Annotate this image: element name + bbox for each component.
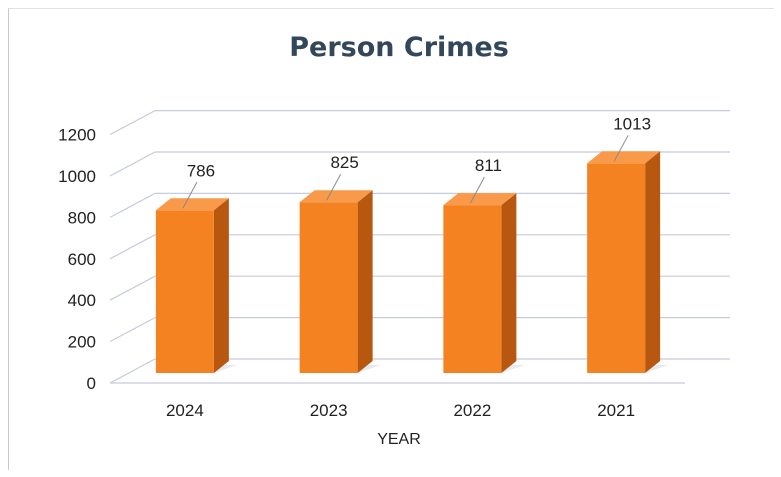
leader-line bbox=[326, 173, 342, 201]
gridline-side bbox=[109, 317, 156, 343]
bar-2023 bbox=[299, 190, 381, 373]
x-tick-label: 2023 bbox=[310, 401, 348, 420]
data-label: 1013 bbox=[613, 114, 651, 133]
y-axis-ticks: 0 200 400 600 800 1000 1200 bbox=[58, 126, 96, 393]
bar-side bbox=[213, 198, 229, 373]
chart-frame bbox=[8, 8, 774, 470]
y-tick-label: 400 bbox=[68, 291, 96, 310]
y-tick-label: 1200 bbox=[58, 126, 96, 145]
gridline-side bbox=[109, 110, 156, 136]
bar-2021 bbox=[587, 151, 669, 373]
y-tick-label: 0 bbox=[87, 374, 96, 393]
data-label: 786 bbox=[187, 161, 215, 180]
bars bbox=[155, 151, 669, 373]
x-axis-categories: 2024 2023 2022 2021 bbox=[166, 401, 635, 420]
data-labels: 786 825 811 1013 bbox=[182, 114, 651, 209]
bar bbox=[155, 210, 214, 373]
leader-line bbox=[613, 135, 629, 162]
gridline-side bbox=[109, 151, 156, 177]
bar-top bbox=[155, 198, 229, 211]
x-axis-label: YEAR bbox=[377, 431, 421, 448]
bar bbox=[299, 202, 358, 373]
bar-side bbox=[501, 193, 517, 373]
y-tick-label: 200 bbox=[68, 333, 96, 352]
bar-top bbox=[443, 193, 517, 206]
gridline-side bbox=[109, 275, 156, 301]
gridline-side bbox=[109, 358, 156, 384]
leader-line bbox=[182, 182, 198, 209]
gridline-side bbox=[109, 234, 156, 260]
x-tick-label: 2021 bbox=[597, 401, 635, 420]
bar-top bbox=[299, 190, 373, 203]
y-tick-label: 600 bbox=[68, 250, 96, 269]
leader-line bbox=[469, 176, 485, 204]
bar-side bbox=[645, 151, 661, 373]
bar-2022 bbox=[443, 193, 525, 373]
x-tick-label: 2024 bbox=[166, 401, 204, 420]
x-tick-label: 2022 bbox=[453, 401, 491, 420]
gridline-side bbox=[109, 192, 156, 218]
bar-top bbox=[587, 151, 661, 164]
data-label: 825 bbox=[330, 153, 358, 172]
bar bbox=[587, 163, 646, 373]
bar-side bbox=[357, 190, 373, 373]
bar-2024 bbox=[155, 198, 237, 373]
y-tick-label: 1000 bbox=[58, 167, 96, 186]
y-tick-label: 800 bbox=[68, 208, 96, 227]
data-label: 811 bbox=[475, 156, 502, 175]
chart-title: Person Crimes bbox=[289, 32, 509, 63]
bar bbox=[443, 205, 502, 373]
